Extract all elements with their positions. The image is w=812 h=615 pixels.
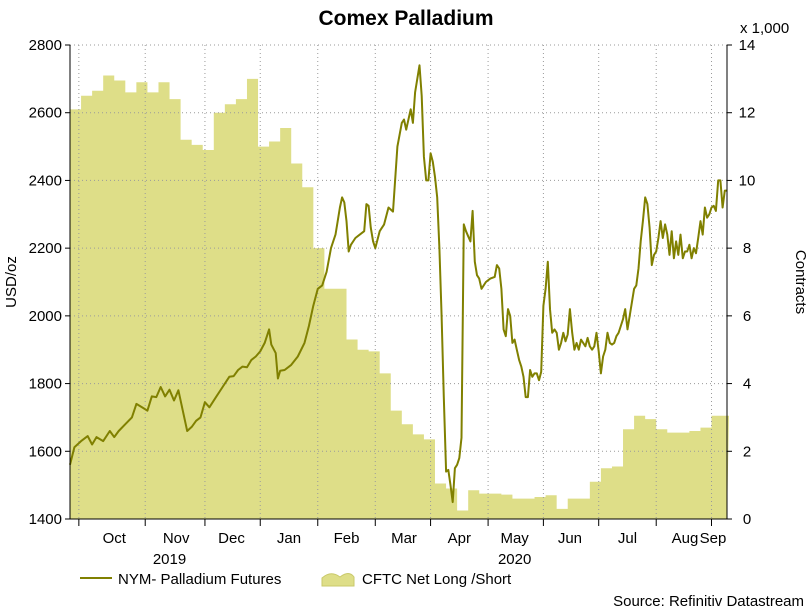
left-tick-label: 2600: [29, 105, 62, 122]
axis-layer: 1400 1600 1800 2000 2200 2400 2600 2800 0 2 4 6 8 10 1…: [29, 37, 756, 568]
month-label: May: [500, 530, 529, 547]
month-label: Oct: [103, 530, 127, 547]
price-line: [69, 64, 727, 504]
month-label: Feb: [334, 530, 360, 547]
right-tick-label: 0: [743, 511, 751, 528]
grid-layer: [70, 44, 727, 519]
source-note: Source: Refinitiv Datastream: [613, 593, 804, 610]
month-label: Jul: [618, 530, 637, 547]
month-label: Mar: [391, 530, 417, 547]
legend-contracts-label: CFTC Net Long /Short: [362, 571, 512, 588]
month-label: Nov: [163, 530, 190, 547]
chart-title: Comex Palladium: [318, 7, 493, 30]
month-label: Jan: [277, 530, 301, 547]
left-tick-label: 1400: [29, 511, 62, 528]
left-tick-label: 2000: [29, 308, 62, 325]
price-line-layer: [69, 64, 727, 504]
month-label: Jun: [558, 530, 582, 547]
contracts-area-layer: [70, 75, 729, 519]
left-axis-label: USD/oz: [3, 256, 20, 308]
legend-price-label: NYM- Palladium Futures: [118, 571, 281, 588]
legend-area-swatch: [321, 573, 355, 587]
left-tick-label: 2800: [29, 37, 62, 54]
month-label: Aug: [672, 530, 699, 547]
legend: NYM- Palladium Futures CFTC Net Long /Sh…: [80, 571, 512, 588]
left-tick-label: 1600: [29, 443, 62, 460]
year-label: 2019: [153, 551, 186, 568]
right-tick-label: 8: [743, 240, 751, 257]
year-label: 2020: [498, 551, 531, 568]
right-tick-label: 12: [739, 105, 756, 122]
month-label: Apr: [448, 530, 471, 547]
right-tick-label: 2: [743, 443, 751, 460]
left-tick-label: 2200: [29, 240, 62, 257]
contracts-area: [70, 75, 729, 519]
right-tick-label: 14: [739, 37, 756, 54]
month-label: Sep: [700, 530, 727, 547]
month-label: Dec: [218, 530, 245, 547]
left-tick-label: 2400: [29, 172, 62, 189]
right-axis-multiplier: x 1,000: [740, 20, 789, 37]
right-tick-label: 4: [743, 376, 751, 393]
right-tick-label: 6: [743, 308, 751, 325]
right-tick-label: 10: [739, 172, 756, 189]
left-tick-label: 1800: [29, 376, 62, 393]
right-axis-label: Contracts: [792, 250, 809, 314]
